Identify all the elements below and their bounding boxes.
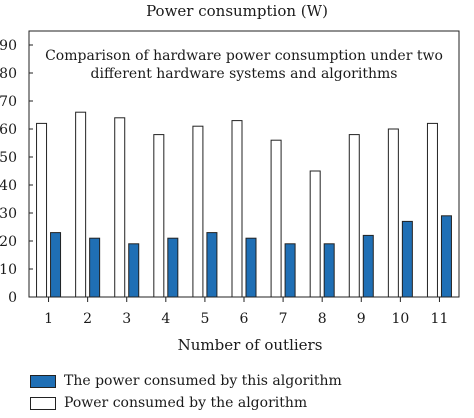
x-tick-label: 4	[161, 311, 170, 327]
legend-item-this-algorithm: The power consumed by this algorithm	[30, 373, 342, 389]
y-tick-label: 80	[0, 66, 17, 82]
bar-the-algorithm	[75, 111, 87, 298]
bar-the-algorithm	[192, 125, 204, 298]
y-tick-label: 10	[0, 262, 17, 278]
bar-the-algorithm	[36, 122, 48, 298]
x-axis: 1 2 3 4 5 6 7 8 9 10 11	[44, 297, 448, 327]
bar-the-algorithm	[387, 128, 399, 298]
legend-swatch-the-algorithm	[30, 396, 56, 410]
x-tick-label: 11	[431, 311, 449, 327]
bar-this-algorithm	[323, 243, 335, 298]
x-tick-label: 7	[279, 311, 288, 327]
x-tick-label: 2	[83, 311, 92, 327]
x-tick-label: 10	[391, 311, 409, 327]
y-tick-label: 50	[0, 150, 17, 166]
bar-the-algorithm	[348, 134, 360, 298]
x-tick-label: 6	[240, 311, 249, 327]
bar-the-algorithm	[231, 120, 243, 298]
x-tick-label: 8	[318, 311, 327, 327]
bar-this-algorithm	[50, 232, 62, 298]
bar-the-algorithm	[309, 170, 321, 298]
x-tick-label: 1	[44, 311, 53, 327]
bar-this-algorithm	[206, 232, 218, 298]
bar-this-algorithm	[245, 237, 257, 298]
x-tick-label: 5	[200, 311, 209, 327]
y-tick-label: 20	[0, 234, 17, 250]
bar-this-algorithm	[440, 215, 452, 298]
chart-subtitle-line-1: Comparison of hardware power consumption…	[45, 48, 443, 64]
bar-the-algorithm	[153, 134, 165, 298]
y-tick-label: 0	[8, 290, 17, 306]
legend-label-the-algorithm: Power consumed by the algorithm	[64, 395, 308, 411]
x-axis-label: Number of outliers	[178, 336, 323, 354]
y-tick-label: 90	[0, 38, 17, 54]
bars	[36, 111, 452, 298]
bar-this-algorithm	[89, 237, 101, 298]
bar-this-algorithm	[401, 220, 413, 298]
y-tick-label: 60	[0, 122, 17, 138]
y-tick-label: 40	[0, 178, 17, 194]
bar-this-algorithm	[284, 243, 296, 298]
bar-the-algorithm	[114, 117, 126, 298]
bar-the-algorithm	[270, 139, 282, 298]
bar-the-algorithm	[426, 122, 438, 298]
legend-label-this-algorithm: The power consumed by this algorithm	[64, 373, 342, 389]
chart-subtitle-line-2: different hardware systems and algorithm…	[91, 66, 398, 82]
x-tick-label: 3	[122, 311, 131, 327]
y-tick-label: 30	[0, 206, 17, 222]
legend-item-the-algorithm: Power consumed by the algorithm	[30, 395, 307, 411]
y-axis: 0 10 20 30 40 50 60 70 80 90	[0, 38, 33, 306]
bar-this-algorithm	[167, 237, 179, 298]
legend-swatch-this-algorithm	[30, 374, 56, 388]
y-tick-label: 70	[0, 94, 17, 110]
chart-title: Power consumption (W)	[146, 2, 328, 20]
x-tick-label: 9	[357, 311, 366, 327]
bar-this-algorithm	[128, 243, 140, 298]
bar-this-algorithm	[362, 234, 374, 298]
